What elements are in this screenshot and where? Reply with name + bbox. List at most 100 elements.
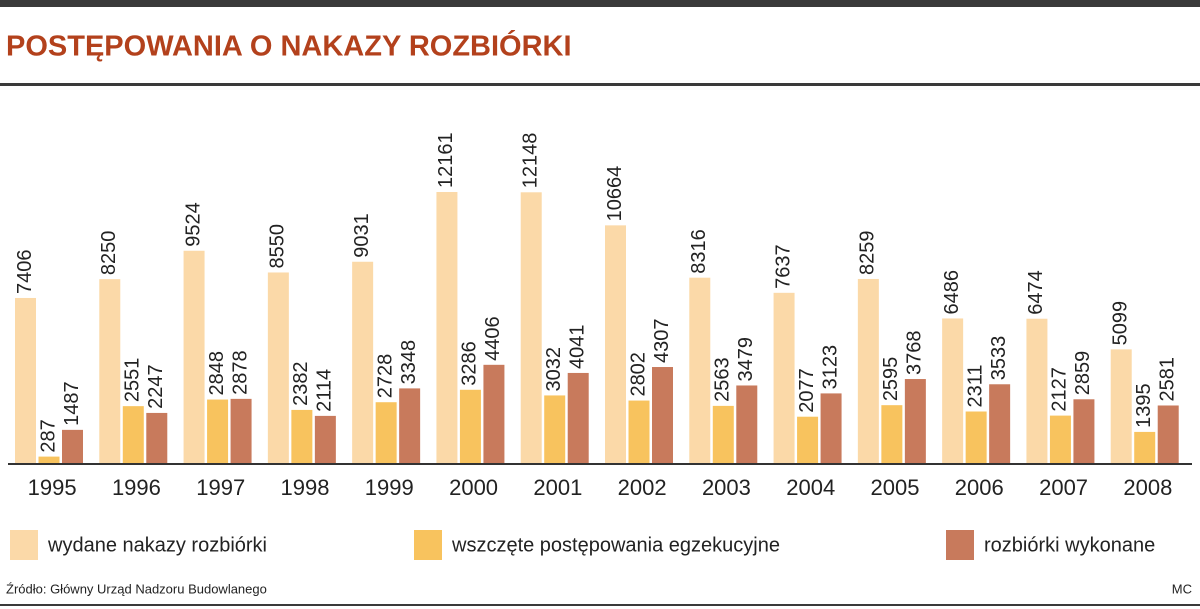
value-label: 10664	[604, 166, 626, 222]
bar	[399, 388, 421, 463]
legend-label: wszczęte postępowania egzekucyjne	[451, 534, 780, 556]
top-rule	[0, 0, 1200, 7]
bar	[689, 277, 711, 463]
bar	[1134, 431, 1156, 463]
bar	[652, 367, 673, 463]
bar	[15, 297, 36, 463]
bottom-rule	[0, 604, 1200, 606]
value-label: 3032	[543, 347, 565, 392]
x-tick-label: 2006	[955, 475, 1004, 500]
bar	[820, 393, 842, 463]
title-rule	[0, 83, 1200, 86]
bar	[291, 409, 313, 463]
value-label: 3286	[459, 341, 481, 386]
bar	[62, 429, 83, 463]
value-label: 3479	[735, 337, 757, 382]
bar	[773, 292, 795, 463]
bar	[567, 372, 589, 463]
credit: MC	[1172, 581, 1192, 596]
x-tick-label: 1997	[196, 475, 245, 500]
bar	[122, 406, 144, 463]
bar	[628, 400, 650, 463]
value-label: 2859	[1072, 351, 1094, 396]
value-label: 12161	[435, 132, 457, 188]
legend-swatch	[10, 530, 38, 560]
value-label: 6486	[941, 270, 963, 315]
value-label: 2077	[796, 368, 818, 413]
value-label: 2114	[314, 369, 336, 412]
bar	[1073, 399, 1095, 463]
value-label: 2127	[1049, 367, 1071, 412]
bar	[881, 405, 903, 463]
value-label: 287	[37, 419, 59, 452]
bar	[459, 389, 481, 463]
value-label: 2848	[206, 351, 228, 396]
value-label: 8259	[857, 230, 879, 275]
value-label: 2551	[122, 358, 144, 403]
bar	[857, 278, 879, 463]
bar	[146, 412, 168, 463]
value-label: 2563	[712, 357, 734, 402]
bar	[436, 192, 458, 463]
value-label: 9524	[182, 202, 204, 247]
value-label: 2247	[145, 364, 167, 409]
x-tick-label: 2008	[1123, 475, 1172, 500]
legend-swatch	[946, 530, 974, 560]
value-label: 7406	[14, 249, 36, 294]
x-tick-label: 1998	[281, 475, 330, 500]
x-tick-label: 2004	[786, 475, 835, 500]
x-tick-label: 2002	[618, 475, 667, 500]
value-label: 6474	[1025, 270, 1047, 315]
bar	[736, 385, 758, 463]
legend-label: rozbiórki wykonane	[984, 534, 1155, 556]
bar	[712, 405, 734, 463]
value-label: 2581	[1156, 357, 1178, 402]
value-label: 3348	[398, 340, 420, 385]
value-label: 2311	[964, 364, 986, 407]
bar	[375, 402, 397, 463]
x-tick-label: 1999	[365, 475, 414, 500]
bar	[989, 384, 1011, 463]
bar	[314, 415, 336, 463]
bar	[183, 250, 205, 463]
value-label: 2878	[229, 350, 251, 394]
value-label: 2595	[880, 357, 902, 402]
legend-swatch	[414, 530, 442, 560]
bar	[904, 379, 926, 463]
value-label: 2728	[374, 354, 396, 399]
bar	[99, 279, 121, 463]
bar	[797, 416, 819, 463]
value-label: 4307	[651, 319, 673, 364]
bar	[352, 261, 374, 463]
chart-title: POSTĘPOWANIA O NAKAZY ROZBIÓRKI	[6, 29, 572, 63]
bar	[1110, 349, 1132, 463]
bar	[544, 395, 566, 463]
value-label: 7637	[772, 244, 794, 289]
legend-label: wydane nakazy rozbiórki	[47, 534, 267, 556]
source: Źródło: Główny Urząd Nadzoru Budowlanego	[6, 581, 267, 596]
bar	[520, 192, 542, 463]
value-label: 12148	[519, 133, 541, 189]
value-label: 2382	[290, 361, 312, 406]
bar	[965, 411, 987, 463]
value-label: 8250	[98, 231, 120, 276]
value-label: 8550	[267, 224, 289, 269]
x-tick-label: 1995	[28, 475, 77, 500]
x-tick-label: 1996	[112, 475, 161, 500]
bar	[38, 456, 60, 463]
value-label: 5099	[1109, 301, 1131, 346]
x-tick-label: 2005	[871, 475, 920, 500]
value-label: 3768	[904, 331, 926, 376]
bar	[230, 398, 252, 463]
value-label: 2802	[627, 352, 649, 397]
bar	[942, 318, 964, 463]
value-label: 4406	[482, 316, 504, 361]
bar	[1026, 318, 1048, 463]
x-tick-label: 2007	[1039, 475, 1088, 500]
x-tick-label: 2001	[533, 475, 582, 500]
value-label: 3123	[819, 345, 841, 390]
bar	[267, 272, 289, 463]
value-label: 3533	[988, 336, 1010, 380]
value-label: 4041	[566, 324, 588, 369]
